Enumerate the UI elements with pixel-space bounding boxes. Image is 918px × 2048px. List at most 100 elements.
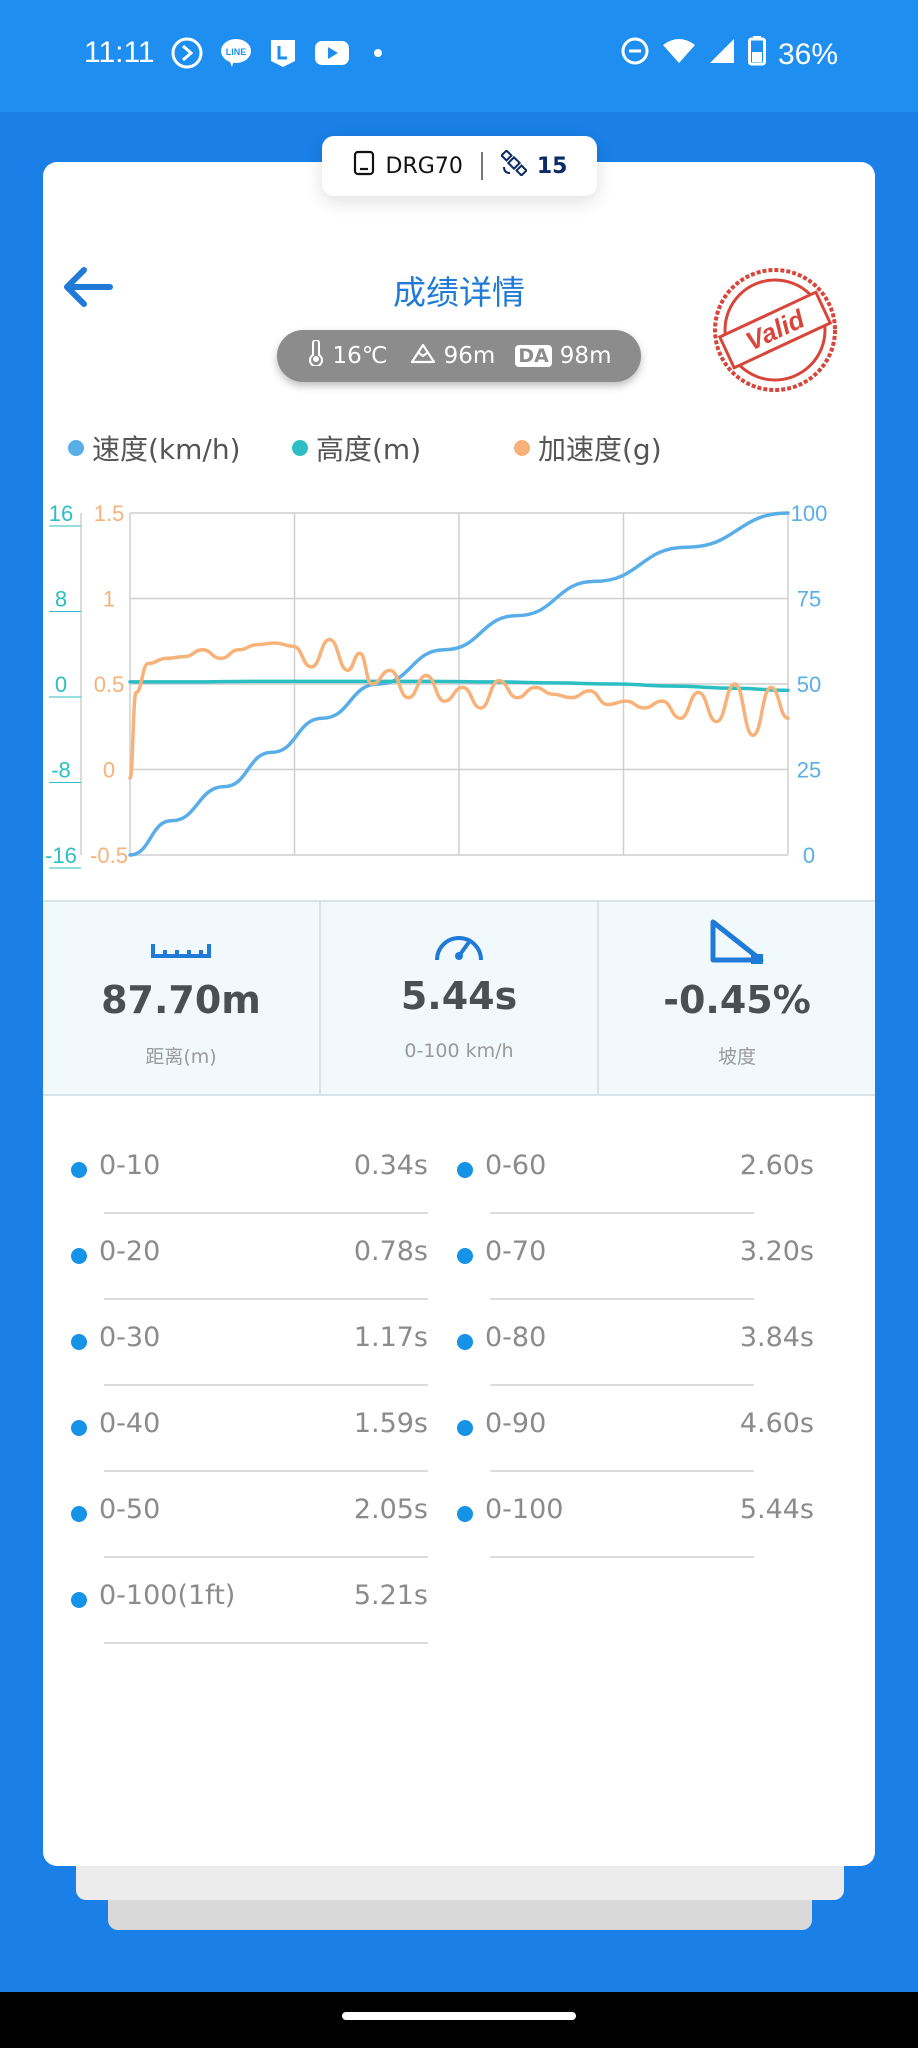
split-divider [490, 1470, 754, 1472]
split-name: 0-20 [99, 1236, 161, 1267]
assistant-icon [170, 37, 204, 69]
legend-speed-label: 速度(km/h) [92, 433, 241, 466]
altitude-tick-label: 16 [49, 501, 73, 526]
split-dot [457, 1334, 473, 1350]
dnd-icon [620, 36, 650, 74]
split-divider [490, 1298, 754, 1300]
split-name: 0-70 [485, 1236, 547, 1267]
battery-percent: 36% [777, 38, 838, 71]
line-icon: LINE [220, 38, 252, 68]
legend-acceleration-dot [514, 440, 530, 456]
mountain-icon [410, 342, 436, 370]
dot-icon [372, 38, 384, 68]
conditions-pill: 16℃ 96m DA 98m [277, 330, 641, 382]
slope-value: -0.45% [663, 978, 811, 1022]
status-bar: 11:11 LINE 36% [0, 0, 918, 112]
split-row: 0-100 5.44s [429, 1480, 814, 1566]
split-dot [71, 1248, 87, 1264]
split-name: 0-60 [485, 1150, 547, 1181]
status-time: 11:11 [84, 36, 155, 69]
device-icon [352, 150, 376, 182]
signal-icon [708, 37, 736, 73]
speed-tick-label: 50 [797, 672, 821, 697]
split-row: 0-30 1.17s [43, 1308, 428, 1394]
split-divider [104, 1556, 428, 1558]
split-row: 0-20 0.78s [43, 1222, 428, 1308]
acceleration-tick-label: 1.5 [94, 501, 125, 526]
svg-text:LINE: LINE [226, 47, 247, 57]
split-divider [104, 1642, 428, 1644]
split-time: 5.44s [739, 1494, 814, 1525]
split-time: 0.34s [353, 1150, 428, 1181]
split-dot [457, 1248, 473, 1264]
legend-altitude-dot [292, 440, 308, 456]
split-time: 3.20s [739, 1236, 814, 1267]
split-dot [457, 1420, 473, 1436]
split-time: 1.59s [353, 1408, 428, 1439]
legend-altitude[interactable]: 高度(m) [292, 428, 514, 468]
density-altitude-icon: DA [515, 345, 552, 367]
page-title: 成绩详情 [393, 273, 525, 312]
performance-chart[interactable]: 16 8 0 -8 -16 1.5 1 0.5 0 -0.5 100 75 50 25 0 [43, 480, 875, 870]
speedometer-icon [431, 922, 487, 970]
device-pill[interactable]: DRG70 15 [322, 136, 597, 196]
split-time: 2.60s [739, 1150, 814, 1181]
split-name: 0-50 [99, 1494, 161, 1525]
split-divider [104, 1298, 428, 1300]
stat-slope: -0.45% 坡度 [597, 902, 875, 1094]
split-name: 0-80 [485, 1322, 547, 1353]
split-name: 0-30 [99, 1322, 161, 1353]
time-value: 5.44s [400, 974, 518, 1018]
split-row: 0-60 2.60s [429, 1136, 814, 1222]
split-divider [104, 1470, 428, 1472]
acceleration-tick-label: 0.5 [94, 672, 125, 697]
series-line-speed_right [128, 511, 790, 857]
split-row: 0-10 0.34s [43, 1136, 428, 1222]
split-time: 3.84s [739, 1322, 814, 1353]
stat-distance: 87.70m 距离(m) [43, 902, 319, 1094]
temperature: 16℃ [332, 343, 388, 369]
split-row: 0-100(1ft) 5.21s [43, 1566, 428, 1652]
split-name: 0-40 [99, 1408, 161, 1439]
split-divider [104, 1384, 428, 1386]
split-row: 0-40 1.59s [43, 1394, 428, 1480]
split-name: 0-100 [485, 1494, 564, 1525]
distance-label: 距离(m) [145, 1046, 217, 1068]
split-name: 0-90 [485, 1408, 547, 1439]
satellite-icon [499, 149, 528, 182]
acceleration-tick-label: 1 [103, 587, 115, 612]
stats-panel: 87.70m 距离(m) 5.44s 0-100 km/h -0.45% 坡度 [43, 900, 875, 1096]
split-dot [457, 1162, 473, 1178]
split-time: 5.21s [353, 1580, 428, 1611]
altitude-tick-label: -8 [51, 758, 71, 783]
split-dot [71, 1162, 87, 1178]
split-name: 0-10 [99, 1150, 161, 1181]
time-label: 0-100 km/h [404, 1040, 514, 1062]
divider [480, 152, 483, 180]
acceleration-tick-label: 0 [103, 758, 115, 783]
navigation-bar [0, 1992, 918, 2048]
arrow-left-icon [64, 267, 113, 307]
split-divider [490, 1212, 754, 1214]
wifi-icon [662, 37, 696, 73]
l-app-icon [268, 38, 298, 68]
legend-speed[interactable]: 速度(km/h) [68, 428, 292, 468]
chart-legend: 速度(km/h) 高度(m) 加速度(g) [68, 428, 662, 468]
split-dot [457, 1506, 473, 1522]
distance-value: 87.70m [101, 978, 261, 1022]
split-row: 0-70 3.20s [429, 1222, 814, 1308]
speed-tick-label: 75 [797, 587, 821, 612]
acceleration-tick-label: -0.5 [90, 843, 128, 868]
density-altitude: 98m [559, 343, 612, 369]
slope-icon [707, 918, 767, 970]
split-dot [71, 1592, 87, 1608]
series-line-altitude_left [128, 679, 790, 693]
home-handle[interactable] [342, 2012, 576, 2020]
split-divider [490, 1384, 754, 1386]
split-time: 1.17s [353, 1322, 428, 1353]
altitude-tick-label: 8 [55, 587, 67, 612]
back-button[interactable] [58, 262, 118, 312]
legend-acceleration[interactable]: 加速度(g) [514, 428, 662, 468]
split-dot [71, 1420, 87, 1436]
device-name: DRG70 [385, 153, 463, 179]
